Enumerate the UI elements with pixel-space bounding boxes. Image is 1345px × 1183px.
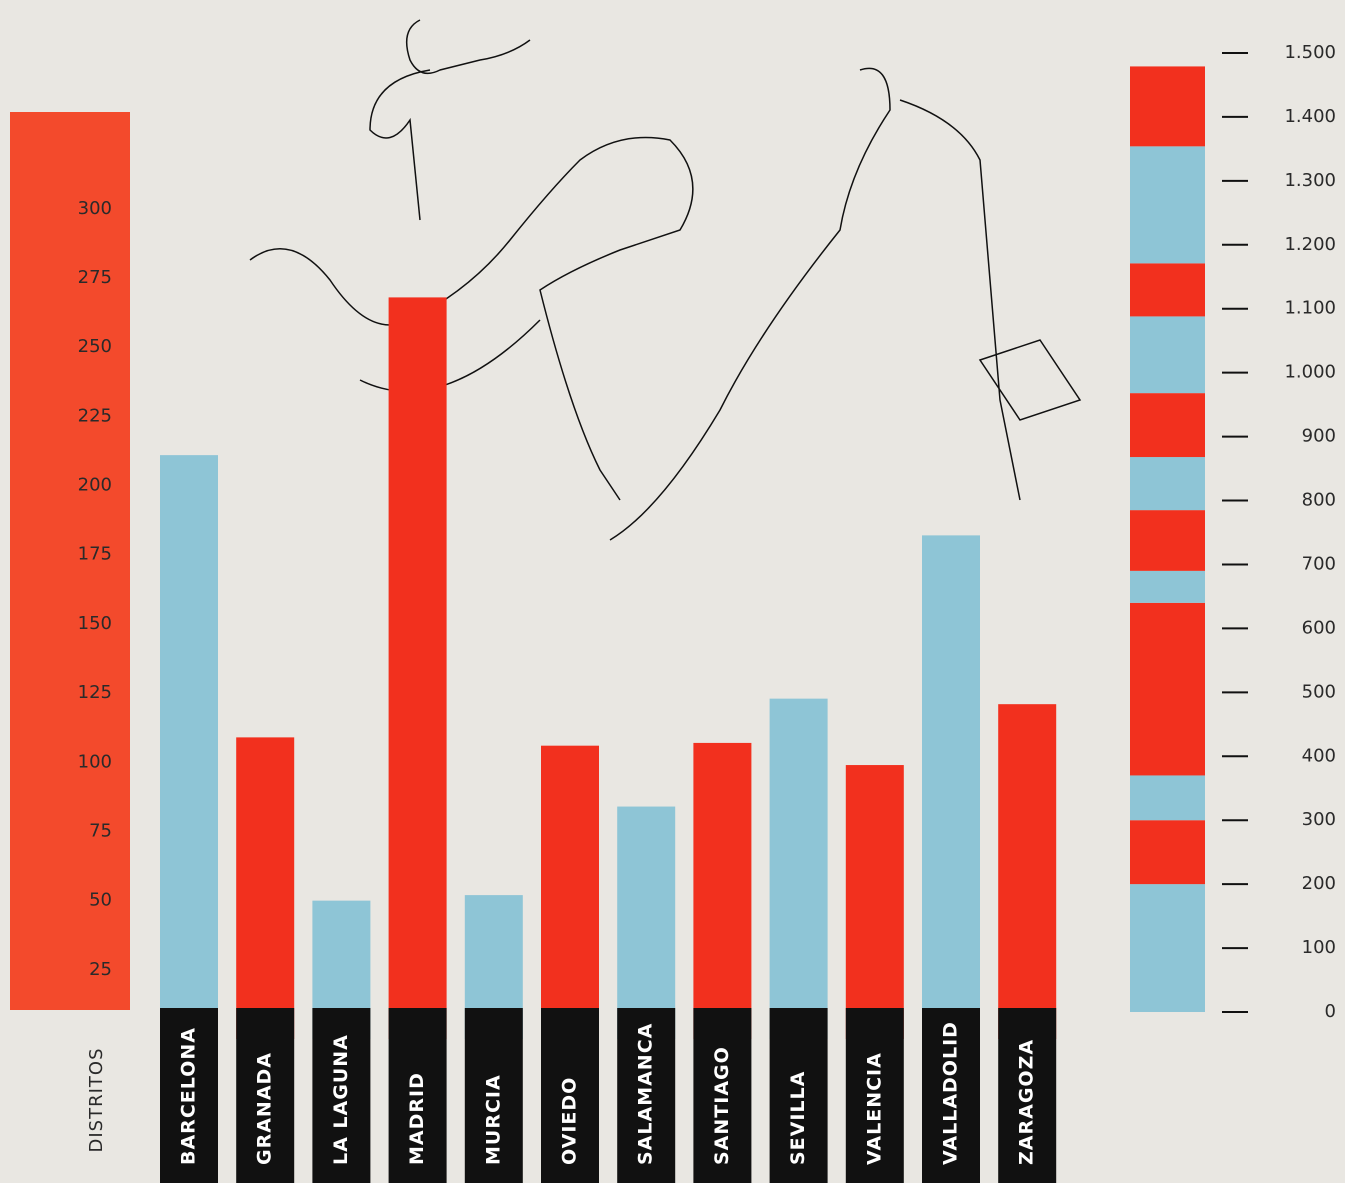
y-tick-label: 125 bbox=[78, 682, 112, 703]
y-tick-label: 100 bbox=[1302, 937, 1336, 958]
y-tick-label: 500 bbox=[1302, 681, 1336, 702]
y-tick-label: 1.100 bbox=[1284, 298, 1336, 319]
bar bbox=[693, 743, 751, 1039]
x-tick-label: VALLADOLID bbox=[940, 1021, 962, 1165]
stack-segment bbox=[1130, 66, 1205, 146]
y-tick-label: 150 bbox=[78, 613, 112, 634]
bar bbox=[922, 535, 980, 1039]
stack-segment bbox=[1130, 884, 1205, 1012]
x-tick-label: SANTIAGO bbox=[711, 1046, 733, 1165]
y-tick-label: 100 bbox=[78, 751, 112, 772]
y-tick-label: 25 bbox=[89, 959, 112, 980]
x-tick-label: MADRID bbox=[406, 1072, 428, 1165]
y-tick-label: 400 bbox=[1302, 745, 1336, 766]
stack-segment bbox=[1130, 603, 1205, 776]
bar bbox=[617, 807, 675, 1039]
x-tick-label: LA LAGUNA bbox=[330, 1034, 352, 1165]
stack-segment bbox=[1130, 316, 1205, 393]
y-tick-label: 600 bbox=[1302, 617, 1336, 638]
y-tick-label: 700 bbox=[1302, 553, 1336, 574]
x-tick-label: ZARAGOZA bbox=[1016, 1039, 1038, 1165]
y-tick-label: 1.000 bbox=[1284, 362, 1336, 383]
chart: 25 50 75 100 125 150 175 200 225 250 275 300 BARCELO… bbox=[0, 0, 1345, 1183]
x-tick-label: MURCIA bbox=[482, 1074, 504, 1165]
x-tick-label: BARCELONA bbox=[178, 1027, 200, 1165]
y-tick-label: 1.300 bbox=[1284, 170, 1336, 191]
y-tick-label: 200 bbox=[1302, 873, 1336, 894]
x-tick-label: OVIEDO bbox=[559, 1077, 581, 1165]
bar bbox=[160, 455, 218, 1039]
stack-segment bbox=[1130, 775, 1205, 820]
x-tick-label: GRANADA bbox=[254, 1052, 276, 1165]
y-tick-label: 800 bbox=[1302, 490, 1336, 511]
bar bbox=[389, 297, 447, 1039]
bar bbox=[846, 765, 904, 1039]
y-tick-label: 300 bbox=[78, 198, 112, 219]
y-tick-label: 1.200 bbox=[1284, 234, 1336, 255]
stack-segment bbox=[1130, 393, 1205, 457]
bar bbox=[541, 746, 599, 1039]
axis-label: DISTRITOS bbox=[86, 1048, 107, 1153]
x-tick-label: SALAMANCA bbox=[635, 1023, 657, 1165]
bar bbox=[770, 699, 828, 1039]
stack-segment bbox=[1130, 263, 1205, 316]
stack-segment bbox=[1130, 457, 1205, 510]
bar bbox=[236, 737, 294, 1039]
x-tick-label: VALENCIA bbox=[863, 1052, 885, 1165]
stack-segment bbox=[1130, 571, 1205, 603]
y-tick-label: 250 bbox=[78, 336, 112, 357]
y-tick-label: 0 bbox=[1325, 1001, 1336, 1022]
bar bbox=[998, 704, 1056, 1039]
y-tick-label: 1.400 bbox=[1284, 106, 1336, 127]
y-tick-label: 1.500 bbox=[1284, 42, 1336, 63]
y-tick-label: 900 bbox=[1302, 426, 1336, 447]
stack-segment bbox=[1130, 146, 1205, 263]
axis-band bbox=[10, 112, 130, 1010]
stack-segment bbox=[1130, 510, 1205, 571]
y-tick-label: 50 bbox=[89, 890, 112, 911]
y-tick-label: 175 bbox=[78, 544, 112, 565]
y-tick-label: 275 bbox=[78, 267, 112, 288]
y-tick-label: 75 bbox=[89, 820, 112, 841]
y-tick-label: 200 bbox=[78, 475, 112, 496]
stack-segment bbox=[1130, 820, 1205, 884]
y-tick-label: 300 bbox=[1302, 809, 1336, 830]
y-tick-label: 225 bbox=[78, 405, 112, 426]
x-tick-label: SEVILLA bbox=[787, 1071, 809, 1165]
